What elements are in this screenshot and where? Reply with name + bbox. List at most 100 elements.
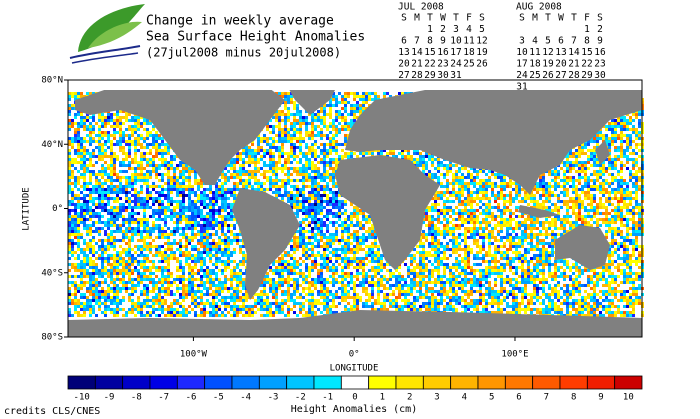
credits: credits CLS/CNES [4, 406, 100, 417]
land [595, 140, 610, 165]
calendar-day: 4 [466, 24, 472, 35]
calendar-weekday: W [440, 13, 446, 24]
colorbar-tick-label: -7 [158, 393, 169, 403]
calendar-weekday: T [545, 13, 551, 24]
calendar-day: 12 [542, 47, 553, 58]
title-line: (27jul2008 minus 20jul2008) [146, 46, 341, 60]
calendar-day: 7 [414, 36, 420, 47]
calendar-day: 15 [424, 47, 435, 58]
calendar-day: 17 [450, 47, 461, 58]
calendar-day: 19 [542, 59, 554, 70]
calendar-day: 29 [424, 70, 436, 81]
colorbar-tick-label: -8 [131, 393, 142, 403]
y-tick-label: 40°N [41, 140, 63, 150]
calendar-day: 13 [555, 47, 566, 58]
calendar-day: 21 [568, 59, 580, 70]
calendar-day: 6 [558, 36, 564, 47]
calendar-day: 9 [440, 36, 446, 47]
colorbar-swatch [176, 375, 206, 390]
logo [69, 4, 145, 64]
calendar-month: JUL 2008 [398, 2, 444, 13]
x-tick-label: 100°E [501, 350, 528, 360]
calendar-day: 8 [584, 36, 590, 47]
y-tick-label: 0° [52, 204, 63, 214]
calendar-day: 1 [584, 24, 590, 35]
calendar-month: AUG 2008 [516, 2, 562, 13]
calendar-day: 6 [401, 36, 407, 47]
calendar-day: 21 [411, 59, 423, 70]
colorbar-swatch [368, 375, 397, 390]
calendar-weekday: M [414, 13, 420, 24]
land [68, 310, 642, 337]
colorbar-tick-label: 7 [544, 393, 549, 403]
calendar-day: 23 [437, 59, 448, 70]
calendar-day: 5 [545, 36, 551, 47]
colorbar-swatch [122, 375, 151, 390]
colorbar-swatch [422, 375, 452, 390]
calendar-day: 20 [398, 59, 410, 70]
colorbar-swatch [395, 375, 424, 390]
calendar-weekday: F [584, 13, 590, 24]
calendar-day: 20 [555, 59, 567, 70]
colorbar-tick-label: -6 [186, 393, 197, 403]
colorbar-swatch [477, 375, 506, 390]
x-tick-label: 100°W [180, 350, 208, 360]
calendar-day: 8 [427, 36, 433, 47]
land [555, 225, 610, 270]
calendar-day: 10 [516, 47, 528, 58]
colorbar-tick-label: -5 [213, 393, 224, 403]
calendar-day: 22 [424, 59, 435, 70]
land [232, 188, 300, 300]
x-axis-label: LONGITUDE [330, 364, 379, 374]
colorbar-tick-label: 8 [571, 393, 576, 403]
calendar-day: 22 [581, 59, 592, 70]
colorbar-swatch [149, 375, 178, 390]
land [75, 80, 285, 185]
calendar-day: 10 [450, 36, 462, 47]
calendar-weekday: M [532, 13, 538, 24]
calendar-day: 30 [437, 70, 449, 81]
colorbar-tick-label: -3 [268, 393, 279, 403]
calendar-weekday: T [427, 13, 433, 24]
calendar-day: 2 [440, 24, 446, 35]
calendar-day: 7 [571, 36, 577, 47]
calendar-day: 24 [450, 59, 462, 70]
anomaly-texture [68, 92, 644, 317]
colorbar-swatch [450, 375, 479, 390]
colorbar-swatch [286, 375, 315, 390]
calendar-weekday: W [558, 13, 564, 24]
colorbar-tick-label: 0 [352, 393, 357, 403]
colorbar-swatch [586, 375, 616, 390]
calendar-day: 26 [476, 59, 488, 70]
colorbar-tick-label: 5 [489, 393, 494, 403]
calendar-day: 16 [594, 47, 606, 58]
calendar-day: 27 [555, 70, 566, 81]
colorbar-tick-label: 3 [434, 393, 439, 403]
colorbar-swatch [231, 375, 260, 390]
calendar-day: 15 [581, 47, 592, 58]
calendar-weekday: T [453, 13, 459, 24]
y-tick-label: 80°S [41, 333, 63, 343]
colorbar-swatch [559, 375, 588, 390]
colorbar-swatch [340, 375, 370, 390]
calendar-day: 13 [398, 47, 409, 58]
calendar-weekday: T [571, 13, 577, 24]
calendar-day: 12 [476, 36, 487, 47]
calendar-day: 1 [427, 24, 433, 35]
colorbar-swatch [67, 375, 96, 390]
calendar-day: 11 [463, 36, 475, 47]
colorbar-swatch [94, 375, 124, 390]
calendar-day: 3 [453, 24, 459, 35]
calendar-day: 29 [581, 70, 593, 81]
colorbar-swatch [532, 375, 561, 390]
polar-mask [68, 80, 642, 90]
colorbar-tick-label: -1 [322, 393, 333, 403]
y-axis-label: LATITUDE [22, 187, 32, 230]
anomaly-texture [68, 92, 644, 317]
colorbar-tick-label: 1 [380, 393, 385, 403]
colorbar-tick-label: -4 [240, 393, 251, 403]
colorbar-swatch [258, 375, 288, 390]
calendar-day: 14 [568, 47, 580, 58]
calendar-day: 9 [597, 36, 603, 47]
